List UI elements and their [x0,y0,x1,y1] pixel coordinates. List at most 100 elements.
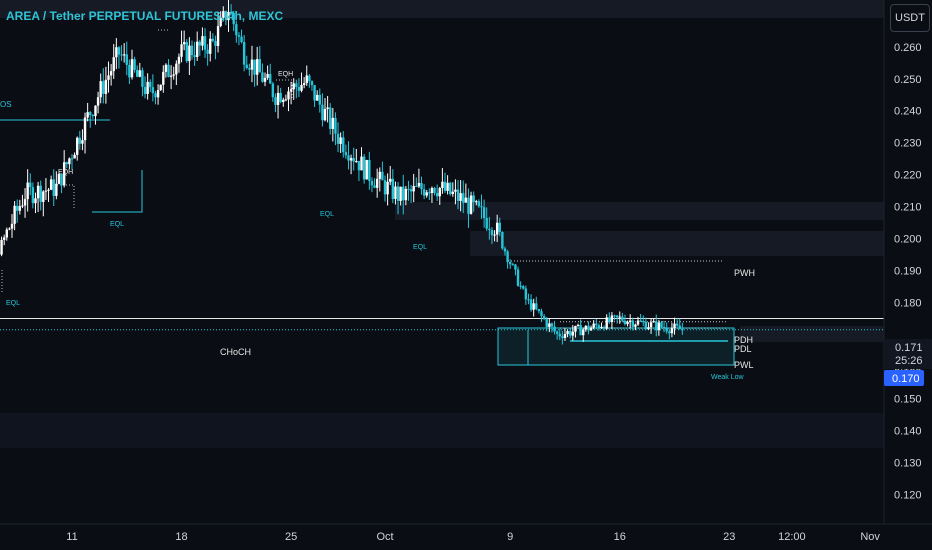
candle-body [490,230,494,236]
candle-body [164,64,168,72]
candle-body [542,316,546,320]
candle-body [308,75,311,82]
candle-body [428,192,431,194]
candle-body [107,75,110,80]
candle-body [36,185,40,199]
candle-body [430,187,434,193]
candle-body [83,117,87,141]
x-tick-label: Oct [376,531,393,543]
x-tick-label: 25 [285,531,297,543]
candle-body [60,173,63,186]
candle-body [112,57,115,72]
chart-title: AREA / Tether PERPETUAL FUTURES, 4h, MEX… [6,9,284,23]
y-tick-label: 0.130 [894,457,922,469]
annotation-eqh: EQH [58,169,73,176]
candle-body [99,81,102,98]
candle-body [456,189,460,201]
candle-body [0,239,3,255]
candle-body [49,179,53,190]
candle-body [681,329,684,331]
candle-body [563,334,567,338]
candle-body [670,328,674,334]
candle-body [263,77,267,82]
candle-body [615,315,619,318]
candle-body [344,152,348,156]
candle-body [618,316,621,318]
x-tick-label: 16 [614,531,626,543]
candle-body [271,83,275,98]
candle-body [441,181,444,189]
candle-body [55,183,58,196]
candle-body [258,59,261,73]
candle-body [595,323,598,326]
candle-body [657,322,661,331]
annotation-os: OS [0,100,12,109]
candle-body [626,321,629,325]
candle-body [584,325,588,330]
candle-body [605,317,608,329]
currency-scale-button[interactable]: USDT [890,4,930,32]
candle-body [159,84,162,91]
candle-body [568,331,572,336]
candle-body [287,91,290,100]
candle-body [190,45,194,56]
y-tick-label: 0.120 [894,489,922,501]
price-axis[interactable]: 0.260 0.250 0.240 0.230 0.220 0.210 0.200 0.190… [894,42,922,502]
candle-body [177,56,181,64]
candle-body [242,42,246,65]
y-tick-label: 0.200 [894,234,922,246]
candle-body [389,178,392,182]
candle-body [347,155,350,161]
candle-body [519,285,522,287]
candle-body [269,74,272,84]
candle-body [597,325,601,328]
candle-body [310,81,314,86]
y-tick-label: 0.220 [894,170,922,182]
candle-body [151,87,155,94]
candle-body [394,186,397,199]
candle-body [417,182,421,187]
candle-body [201,36,204,46]
candle-body [295,83,298,88]
last-price-value: 0.171 [895,342,923,354]
candle-body [498,222,501,233]
candle-body [357,161,361,171]
candle-body [2,237,6,240]
time-axis[interactable]: 11 18 25 Oct 9 16 23 12:00 Nov [66,531,880,543]
candle-body [133,59,136,70]
current-price-badge: 0.170 [892,373,920,385]
candle-body [250,59,254,70]
candle-body [245,64,248,69]
candle-body [438,188,441,197]
candle-body [76,137,79,155]
candle-body [34,198,37,204]
candle-body [138,70,142,77]
candle-body [579,324,582,336]
candle-body [459,193,462,201]
candle-body [89,112,92,116]
candle-body [451,191,455,194]
candle-body [493,234,496,236]
candle-body [313,85,316,101]
candle-body [232,13,235,25]
candle-body [540,311,543,317]
annotation-eql: EQL [110,221,124,228]
candle-body [391,178,395,199]
zone-band-4 [0,413,884,448]
range-box [497,327,735,366]
candle-body [188,45,191,62]
price-axis-background [884,0,932,524]
candle-body [122,54,126,56]
candle-body [375,178,379,188]
eqh-bracket-2 [276,79,293,100]
candle-body [409,189,413,192]
candle-body [185,42,188,62]
candle-body [503,248,507,252]
candle-body [642,321,645,323]
candle-body [44,190,48,192]
candle-body [203,36,207,50]
candle-body [276,92,280,105]
candle-body [128,64,131,78]
candle-body [558,333,561,337]
